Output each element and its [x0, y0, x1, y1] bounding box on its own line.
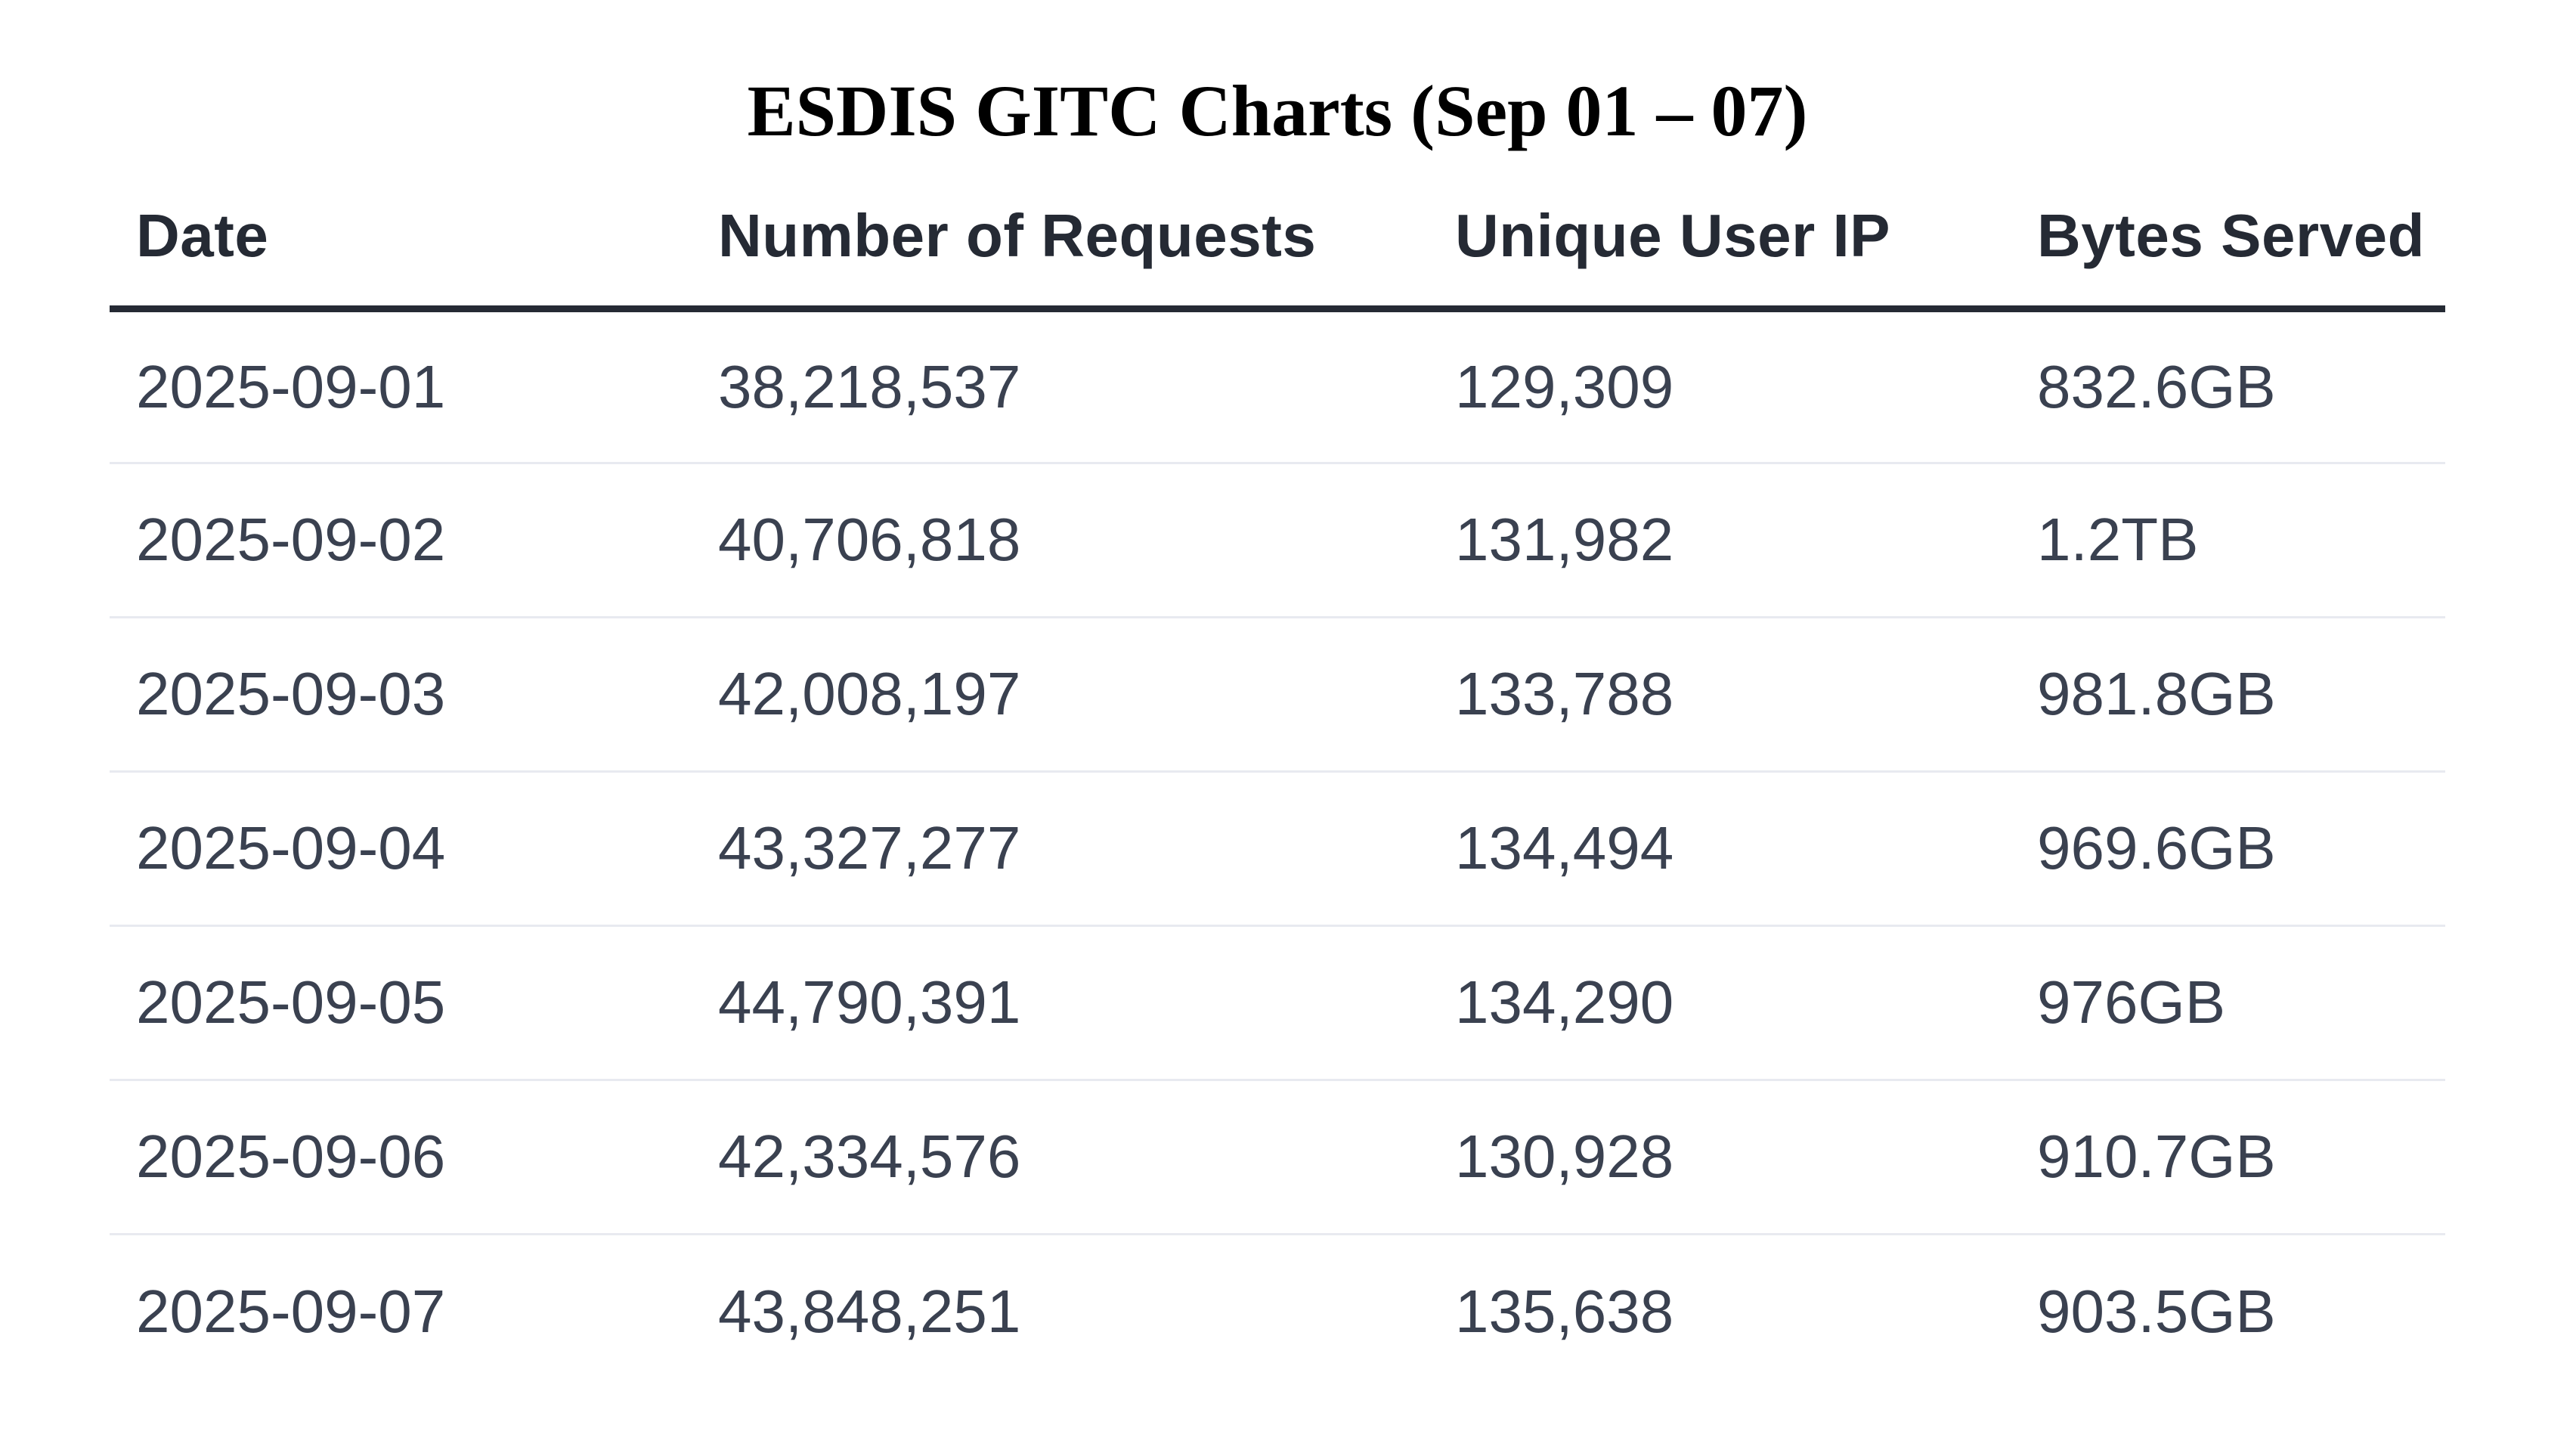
- bytes-cell: 910.7GB: [2011, 1080, 2445, 1235]
- unique-ip-cell: 130,928: [1429, 1080, 2011, 1235]
- table-row: 2025-09-06 42,334,576 130,928 910.7GB: [110, 1080, 2445, 1235]
- requests-cell: 43,848,251: [718, 1278, 1021, 1346]
- table-row: 2025-09-04 43,327,277 134,494 969.6GB: [110, 771, 2445, 927]
- requests-cell: 43,327,277: [692, 771, 1429, 927]
- date-cell: 2025-09-02: [110, 463, 692, 618]
- column-header-date: Date: [110, 166, 692, 312]
- bytes-cell: 832.6GB: [2011, 308, 2445, 464]
- unique-ip-cell: 134,290: [1429, 925, 2011, 1081]
- column-header-bytes: Bytes Served: [2011, 166, 2445, 312]
- date-cell: 2025-09-06: [110, 1080, 692, 1235]
- unique-ip-cell: 129,309: [1429, 308, 2011, 464]
- table-row: 2025-09-07 43,848,251 135,638 903.5GB: [110, 1234, 2445, 1388]
- stats-table: Date Number of Requests Unique User IP B…: [110, 166, 2445, 1388]
- bytes-cell: 981.8GB: [2011, 617, 2445, 773]
- unique-ip-cell: 131,982: [1429, 463, 2011, 618]
- bytes-cell: 976GB: [2011, 925, 2445, 1081]
- date-cell: 2025-09-05: [110, 925, 692, 1081]
- requests-cell: 42,008,197: [692, 617, 1429, 773]
- unique-ip-cell: 133,788: [1429, 617, 2011, 773]
- table-row: 2025-09-01 38,218,537 129,309 832.6GB: [110, 308, 2445, 464]
- page-title: ESDIS GITC Charts (Sep 01 – 07): [747, 70, 1808, 151]
- bytes-cell: 1.2TB: [2011, 463, 2445, 618]
- date-cell: 2025-09-03: [110, 617, 692, 773]
- table-row: 2025-09-02 40,706,818 131,982 1.2TB: [110, 463, 2445, 618]
- unique-ip-cell: 135,638: [1455, 1278, 1674, 1346]
- bytes-cell: 969.6GB: [2011, 771, 2445, 927]
- date-cell: 2025-09-01: [110, 308, 692, 464]
- date-cell: 2025-09-07: [136, 1278, 446, 1346]
- requests-cell: 40,706,818: [692, 463, 1429, 618]
- date-cell: 2025-09-04: [110, 771, 692, 927]
- requests-cell: 44,790,391: [692, 925, 1429, 1081]
- bytes-cell: 903.5GB: [2037, 1278, 2276, 1346]
- table-row: 2025-09-05 44,790,391 134,290 976GB: [110, 925, 2445, 1081]
- column-header-unique-ip: Unique User IP: [1429, 166, 2011, 312]
- header-row: Date Number of Requests Unique User IP B…: [110, 166, 2445, 312]
- requests-cell: 42,334,576: [692, 1080, 1429, 1235]
- table-row: 2025-09-03 42,008,197 133,788 981.8GB: [110, 617, 2445, 773]
- column-header-requests: Number of Requests: [692, 166, 1429, 312]
- unique-ip-cell: 134,494: [1429, 771, 2011, 927]
- requests-cell: 38,218,537: [692, 308, 1429, 464]
